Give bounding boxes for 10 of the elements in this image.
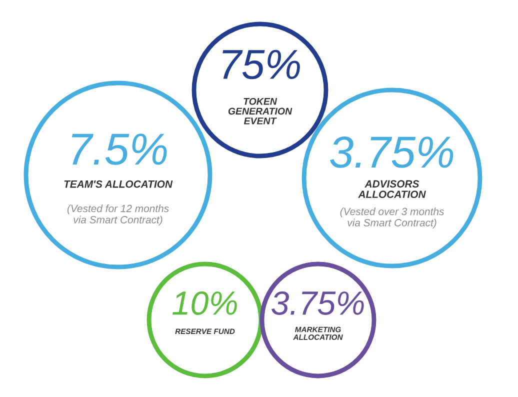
data-label: 7.5%: [72, 134, 167, 165]
data-label: 75%: [222, 50, 300, 80]
text: (Vested for 12 months via Smart Contract): [67, 204, 169, 226]
category-label: ADVISORS ALLOCATION: [358, 180, 426, 198]
data-label: 3.75%: [330, 136, 454, 168]
data-label: 10%: [172, 291, 237, 315]
category-label: TEAM'S ALLOCATION: [64, 180, 173, 188]
data-label: 3.75%: [272, 291, 364, 315]
category-label: TOKEN GENERATION EVENT: [228, 98, 292, 124]
text: (Vested over 3 months via Smart Contract): [340, 208, 444, 228]
